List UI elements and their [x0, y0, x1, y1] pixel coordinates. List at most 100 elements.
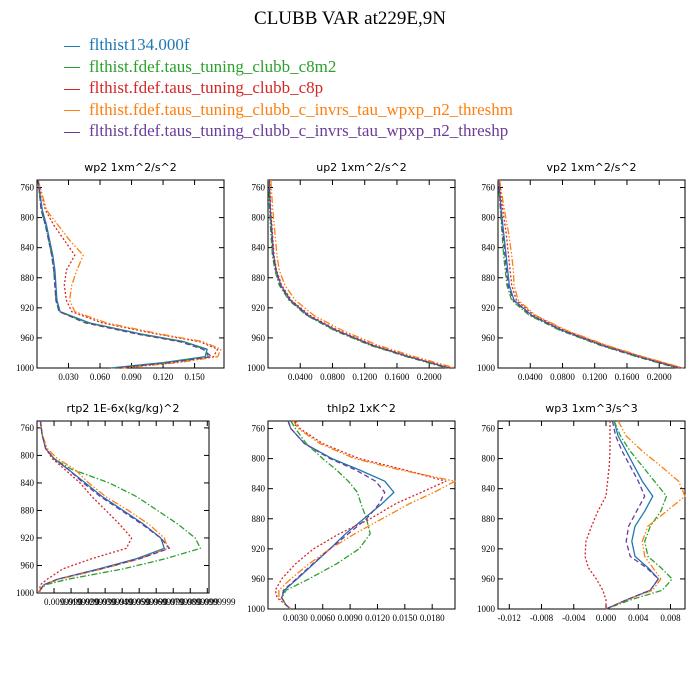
- y-tick-label: 800: [21, 213, 35, 223]
- legend-label: flthist.fdef.taus_tuning_clubb_c8p: [89, 78, 324, 97]
- series-line: [281, 420, 371, 610]
- y-tick-label: 960: [482, 333, 496, 343]
- series-line: [267, 179, 448, 369]
- series-line: [38, 420, 202, 594]
- y-tick-label: 960: [21, 333, 35, 343]
- x-tick-label: 0.090: [121, 372, 142, 382]
- legend-swatch: [64, 131, 80, 133]
- panel-title: vp2 1xm^2/s^2: [546, 161, 636, 174]
- y-tick-label: 880: [21, 273, 35, 283]
- y-tick-label: 760: [252, 183, 266, 193]
- panel: wp2 1xm^2/s^2 760 800 840 880 920 960 1000 0.030…: [16, 161, 225, 382]
- x-tick-label: 0.1600: [385, 372, 410, 382]
- x-tick-label: 0.0800: [320, 372, 345, 382]
- x-tick-label: -0.004: [562, 613, 586, 623]
- series-line: [605, 420, 660, 610]
- x-tick-label: 0.0499999: [112, 597, 151, 607]
- y-tick-label: 920: [252, 303, 266, 313]
- y-tick-label: 840: [21, 478, 35, 488]
- panel: vp2 1xm^2/s^2 760 800 840 880 920 960 1000 0.040…: [477, 161, 686, 382]
- panel-title: up2 1xm^2/s^2: [316, 161, 407, 174]
- y-tick-label: 840: [21, 243, 35, 253]
- x-tick-label: 0.0400: [288, 372, 313, 382]
- x-tick-label: 0.0030: [283, 613, 308, 623]
- x-tick-label: 0.030: [58, 372, 79, 382]
- series-line: [37, 179, 219, 369]
- x-tick-label: 0.0899999: [180, 597, 219, 607]
- y-tick-label: 800: [252, 213, 266, 223]
- x-tick-label: 0.2000: [417, 372, 442, 382]
- legend-label: flthist134.000f: [89, 35, 190, 54]
- y-tick-label: 880: [252, 514, 266, 524]
- y-tick-label: 840: [482, 484, 496, 494]
- y-tick-label: 760: [252, 424, 266, 434]
- y-tick-label: 920: [482, 544, 496, 554]
- series-line: [268, 179, 449, 369]
- x-tick-label: 0.0399999: [95, 597, 134, 607]
- x-tick-label: 0.008: [660, 613, 681, 623]
- series-line: [605, 420, 660, 610]
- y-tick-label: 920: [482, 303, 496, 313]
- legend-label: flthist.fdef.taus_tuning_clubb_c_invrs_t…: [89, 121, 509, 140]
- x-tick-label: 0.0199999: [61, 597, 100, 607]
- y-tick-label: 880: [21, 505, 35, 515]
- y-tick-label: 1000: [16, 588, 35, 598]
- x-tick-label: 0.0699999: [146, 597, 185, 607]
- panel-title: rtp2 1E-6x(kg/kg)^2: [67, 402, 180, 415]
- x-tick-label: 0.0799999: [163, 597, 202, 607]
- y-tick-label: 840: [252, 484, 266, 494]
- legend-swatch: [64, 110, 80, 112]
- y-tick-label: 920: [252, 544, 266, 554]
- panel-frame: [497, 179, 686, 369]
- legend-item: flthist134.000f: [64, 34, 513, 56]
- series-line: [281, 420, 386, 610]
- panel-title: wp3 1xm^3/s^3: [545, 402, 638, 415]
- series-line: [584, 421, 611, 609]
- x-tick-label: 0.0999999: [197, 597, 236, 607]
- x-tick-label: 0.1200: [582, 372, 607, 382]
- series-line: [498, 179, 680, 369]
- panel: rtp2 1E-6x(kg/kg)^2 760 800 840 880 920 960 100…: [16, 402, 236, 607]
- x-tick-label: 0.0090: [338, 613, 363, 623]
- x-tick-label: 0.120: [153, 372, 174, 382]
- x-tick-label: 0.0800: [550, 372, 575, 382]
- x-tick-label: 0.0400: [518, 372, 543, 382]
- panel-frame: [267, 420, 456, 610]
- series-line: [605, 420, 673, 610]
- panel-frame: [36, 420, 210, 594]
- y-tick-label: 1000: [16, 363, 35, 373]
- x-tick-label: -0.008: [530, 613, 554, 623]
- y-tick-label: 800: [252, 454, 266, 464]
- y-tick-label: 800: [482, 213, 496, 223]
- y-tick-label: 920: [21, 533, 35, 543]
- x-tick-label: 0.2000: [647, 372, 672, 382]
- x-tick-label: 0.1200: [352, 372, 377, 382]
- legend-label: flthist.fdef.taus_tuning_clubb_c_invrs_t…: [89, 99, 513, 119]
- series-line: [37, 179, 213, 369]
- legend-swatch: [64, 88, 80, 90]
- legend: flthist134.000f flthist.fdef.taus_tuning…: [64, 34, 513, 142]
- series-line: [268, 179, 452, 369]
- y-tick-label: 840: [252, 243, 266, 253]
- series-line: [274, 420, 447, 610]
- x-tick-label: 0.0120: [365, 613, 390, 623]
- series-line: [37, 179, 209, 369]
- series-line: [38, 420, 133, 594]
- legend-swatch: [64, 67, 80, 69]
- legend-item: flthist.fdef.taus_tuning_clubb_c8m2: [64, 56, 513, 78]
- x-tick-label: 0.060: [90, 372, 111, 382]
- panel-frame: [36, 179, 225, 369]
- y-tick-label: 1000: [247, 363, 266, 373]
- panel: wp3 1xm^3/s^3 760 800 840 880 920 960 1000-0.01…: [477, 402, 686, 623]
- panel-frame: [497, 420, 686, 610]
- x-tick-label: 0.0060: [310, 613, 335, 623]
- y-tick-label: 960: [252, 574, 266, 584]
- x-tick-label: -0.012: [498, 613, 521, 623]
- legend-item: flthist.fdef.taus_tuning_clubb_c_invrs_t…: [64, 99, 513, 121]
- y-tick-label: 880: [482, 514, 496, 524]
- series-line: [497, 179, 678, 369]
- y-tick-label: 760: [482, 183, 496, 193]
- figure-title: CLUBB VAR at229E,9N: [254, 8, 446, 29]
